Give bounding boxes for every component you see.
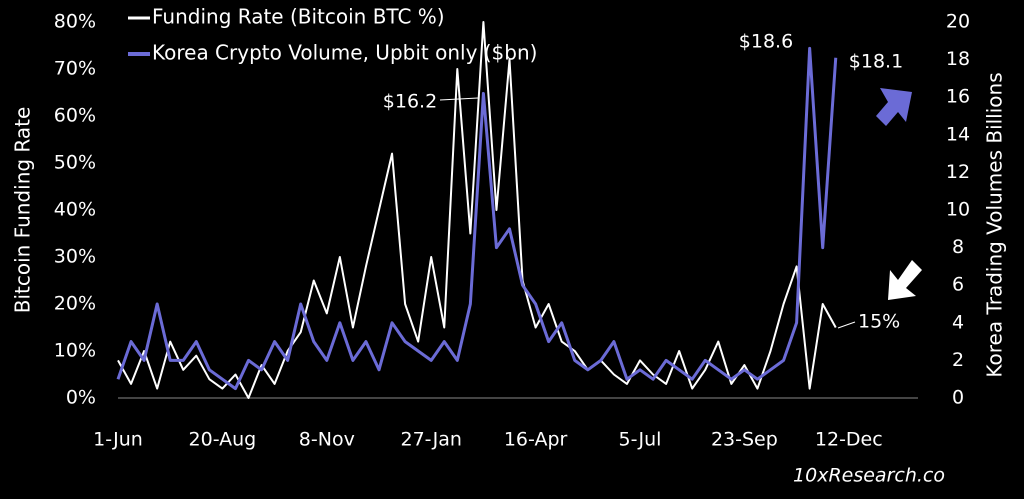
y-axis-title: Bitcoin Funding Rate bbox=[11, 107, 35, 314]
annotation: $16.2 bbox=[383, 91, 437, 113]
x-tick-label: 1-Jun bbox=[93, 429, 143, 451]
x-tick-label: 20-Aug bbox=[189, 429, 257, 451]
series-line bbox=[116, 46, 838, 391]
annotation: $18.1 bbox=[849, 51, 903, 73]
x-tick-label: 16-Apr bbox=[504, 429, 568, 451]
series-line bbox=[117, 21, 837, 399]
y-tick-label: 70% bbox=[54, 58, 96, 80]
x-tick-label: 12-Dec bbox=[815, 429, 883, 451]
y2-axis-title: Korea Trading Volumes Billions bbox=[983, 72, 1007, 377]
x-tick-label: 27-Jan bbox=[401, 429, 462, 451]
y-tick-label: 50% bbox=[54, 152, 96, 174]
y-tick-label: 20% bbox=[54, 293, 96, 315]
arrow-down bbox=[888, 260, 922, 300]
source: 10xResearch.co bbox=[793, 465, 945, 487]
y-tick-label: 60% bbox=[54, 105, 96, 127]
y2-tick-label: 10 bbox=[946, 199, 970, 221]
y2-tick-label: 0 bbox=[952, 387, 964, 409]
y2-tick-label: 16 bbox=[946, 86, 970, 108]
legend-label: Korea Crypto Volume, Upbit only ($bn) bbox=[152, 41, 537, 65]
y2-tick-label: 18 bbox=[946, 48, 970, 70]
y-tick-label: 10% bbox=[54, 340, 96, 362]
annotation: $18.6 bbox=[739, 31, 793, 53]
legend-label: Funding Rate (Bitcoin BTC %) bbox=[152, 5, 445, 29]
arrow-up bbox=[876, 88, 912, 126]
y2-tick-label: 4 bbox=[952, 311, 964, 333]
x-tick-label: 8-Nov bbox=[299, 429, 355, 451]
y2-tick-label: 14 bbox=[946, 123, 970, 145]
y-tick-label: 30% bbox=[54, 246, 96, 268]
y2-tick-label: 12 bbox=[946, 161, 970, 183]
y-tick-label: 0% bbox=[66, 387, 96, 409]
x-tick-label: 5-Jul bbox=[619, 429, 662, 451]
y2-tick-label: 2 bbox=[952, 349, 964, 371]
y2-tick-label: 8 bbox=[952, 236, 964, 258]
y-tick-label: 40% bbox=[54, 199, 96, 221]
x-tick-label: 23-Sep bbox=[711, 429, 778, 451]
y2-tick-label: 6 bbox=[952, 274, 964, 296]
y2-tick-label: 20 bbox=[946, 11, 970, 33]
annotation: 15% bbox=[858, 311, 900, 333]
annotation-leader bbox=[837, 321, 856, 329]
y-tick-label: 80% bbox=[54, 11, 96, 33]
annotation-leader bbox=[439, 97, 479, 101]
